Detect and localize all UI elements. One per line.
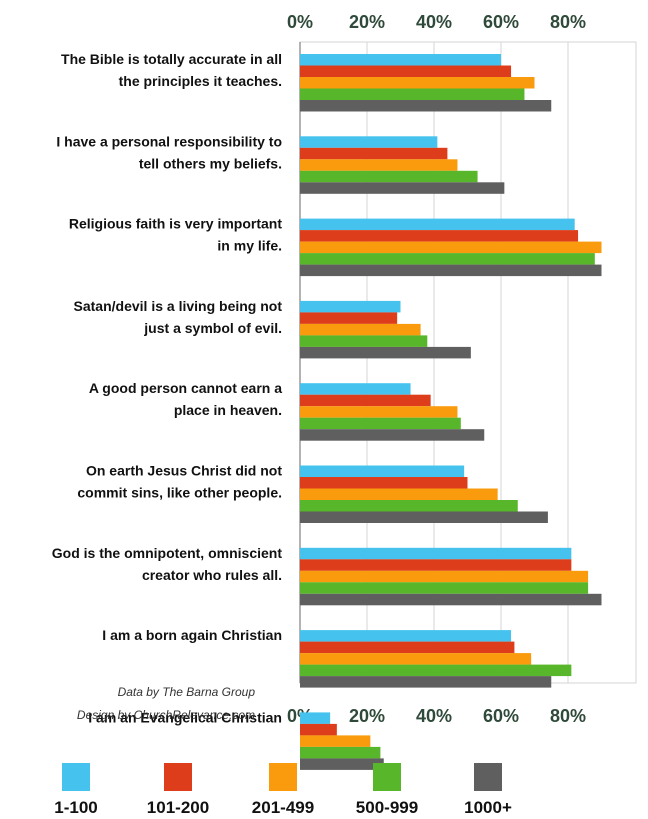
category-label-line: On earth Jesus Christ did not xyxy=(86,463,282,479)
category-label-line: The Bible is totally accurate in all xyxy=(61,51,282,67)
category-label-line: I am an Evangelical Christian xyxy=(88,709,282,725)
top-tick-label: 60% xyxy=(483,12,519,32)
bar xyxy=(300,477,468,489)
bottom-tick-label: 20% xyxy=(349,706,385,726)
bar xyxy=(300,241,602,254)
bar xyxy=(300,582,589,594)
bottom-tick-label: 60% xyxy=(483,706,519,726)
legend-label: 1-100 xyxy=(54,798,97,817)
bar xyxy=(300,570,589,583)
bar xyxy=(300,746,381,759)
credits: Data by The Barna Group Design by Church… xyxy=(77,685,255,722)
credit-data: Data by The Barna Group xyxy=(118,685,256,699)
bottom-tick-label: 80% xyxy=(550,706,586,726)
bar xyxy=(300,218,575,231)
bar xyxy=(300,323,421,336)
bar xyxy=(300,312,398,324)
top-tick-label: 40% xyxy=(416,12,452,32)
bar xyxy=(300,511,548,523)
bar xyxy=(300,335,428,347)
bar xyxy=(300,488,498,500)
bar xyxy=(300,65,512,77)
bar xyxy=(300,182,505,194)
category-label-line: God is the omnipotent, omniscient xyxy=(52,545,283,561)
legend-swatch xyxy=(474,763,502,791)
bottom-axis-ticks: 0%20%40%60%80% xyxy=(287,706,586,726)
bar xyxy=(300,547,572,560)
category-label-line: I am a born again Christian xyxy=(102,627,282,643)
bar xyxy=(300,593,602,606)
category-label-line: the principles it teaches. xyxy=(119,73,282,89)
category-label: A good person cannot earn a place in heav… xyxy=(89,380,282,418)
bar xyxy=(300,100,552,112)
bottom-tick-label: 40% xyxy=(416,706,452,726)
bar xyxy=(300,88,525,100)
bar xyxy=(300,758,384,770)
category-label: The Bible is totally accurate in all the … xyxy=(61,51,282,89)
category-label-line: I have a personal responsibility to xyxy=(56,133,282,149)
category-labels: The Bible is totally accurate in all the … xyxy=(52,51,283,725)
category-label-line: in my life. xyxy=(217,238,282,254)
bar xyxy=(300,300,401,313)
category-label-line: place in heaven. xyxy=(174,402,282,418)
category-label-line: Religious faith is very important xyxy=(69,216,282,232)
bar xyxy=(300,723,337,736)
category-label-line: commit sins, like other people. xyxy=(77,485,282,501)
category-label: On earth Jesus Christ did not commit sins… xyxy=(77,463,282,501)
legend-label: 101-200 xyxy=(147,798,209,817)
legend-swatch xyxy=(164,763,192,791)
category-label: I am an Evangelical Christian xyxy=(88,709,282,725)
bar xyxy=(300,136,438,148)
bar xyxy=(300,77,535,89)
bar xyxy=(300,559,572,571)
category-label-line: Satan/devil is a living being not xyxy=(74,298,283,314)
bar xyxy=(300,465,465,477)
bar xyxy=(300,230,579,242)
bar xyxy=(300,630,512,642)
top-tick-label: 20% xyxy=(349,12,385,32)
top-tick-label: 80% xyxy=(550,12,586,32)
bar xyxy=(300,406,458,418)
bar xyxy=(300,641,515,654)
bar xyxy=(300,394,431,407)
legend-swatch xyxy=(269,763,297,791)
category-label-line: tell others my beliefs. xyxy=(139,155,282,171)
legend-swatch xyxy=(373,763,401,791)
legend: 1-100 101-200 201-499 500-999 1000+ xyxy=(54,763,512,817)
category-label: Religious faith is very important in my l… xyxy=(69,216,282,254)
category-label: I have a personal responsibility to tell … xyxy=(56,133,282,171)
top-tick-label: 0% xyxy=(287,12,313,32)
bar xyxy=(300,664,572,677)
category-label-line: A good person cannot earn a xyxy=(89,380,282,396)
bar xyxy=(300,170,478,183)
bar xyxy=(300,429,485,441)
bar xyxy=(300,159,458,171)
bar xyxy=(300,735,371,747)
category-label-line: creator who rules all. xyxy=(142,567,282,583)
legend-label: 500-999 xyxy=(356,798,418,817)
bar xyxy=(300,653,532,665)
top-axis-ticks: 0% 20% 40% 60% 80% xyxy=(287,12,586,32)
bar xyxy=(300,712,331,724)
bar xyxy=(300,54,501,66)
legend-swatch xyxy=(62,763,90,791)
bar xyxy=(300,147,448,160)
bar xyxy=(300,500,518,512)
bar xyxy=(300,264,602,277)
category-label-line: just a symbol of evil. xyxy=(143,320,282,336)
bar xyxy=(300,676,552,688)
category-label: Satan/devil is a living being not just a … xyxy=(74,298,283,336)
bar xyxy=(300,383,411,395)
bar xyxy=(300,417,461,430)
credit-design: Design by ChurchRelevance.com xyxy=(77,708,255,722)
legend-label: 201-499 xyxy=(252,798,314,817)
bars-layer xyxy=(300,54,602,770)
category-label: God is the omnipotent, omniscient creator… xyxy=(52,545,283,583)
bar xyxy=(300,253,595,265)
bar xyxy=(300,346,471,359)
category-label: I am a born again Christian xyxy=(102,627,282,643)
legend-label: 1000+ xyxy=(464,798,512,817)
